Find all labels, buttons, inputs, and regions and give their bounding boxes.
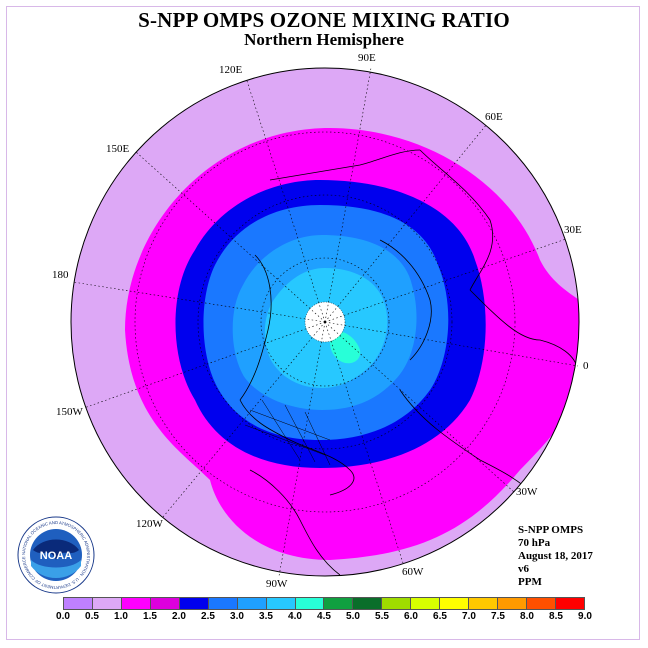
- legend-ticks: 0.0 0.5 1.0 1.5 2.0 2.5 3.0 3.5 4.0 4.5 5.0 5.5 6.0 6…: [56, 611, 592, 623]
- legend-tick-label: 8.0: [520, 611, 534, 622]
- legend-swatch: [179, 598, 209, 609]
- legend-tick-label: 0.0: [56, 611, 70, 622]
- state-boundaries: [244, 399, 331, 466]
- lon-label-120w: 120W: [136, 518, 163, 530]
- lon-label-60w: 60W: [402, 566, 424, 578]
- legend-swatch: [411, 598, 441, 609]
- legend-swatch: [92, 598, 122, 609]
- legend-tick-label: 7.0: [462, 611, 476, 622]
- lon-label-90w: 90W: [266, 578, 288, 590]
- legend-swatch: [440, 598, 470, 609]
- legend-swatch: [324, 598, 354, 609]
- lon-label-90e: 90E: [358, 52, 376, 64]
- image-frame: [6, 6, 640, 640]
- legend-swatch: [121, 598, 151, 609]
- info-level: 70 hPa: [518, 537, 551, 549]
- map-title: S-NPP OMPS OZONE MIXING RATIO: [138, 8, 510, 32]
- legend-swatch: [382, 598, 412, 609]
- legend-swatch: [150, 598, 180, 609]
- map-boundary: [70, 67, 580, 577]
- info-version: v6: [518, 563, 529, 575]
- legend-tick-label: 9.0: [578, 611, 592, 622]
- legend-tick-label: 6.5: [433, 611, 447, 622]
- lon-label-120e: 120E: [219, 64, 243, 76]
- legend-tick-label: 2.0: [172, 611, 186, 622]
- coastlines: [239, 149, 579, 576]
- legend-tick-label: 1.5: [143, 611, 157, 622]
- legend-swatch: [498, 598, 527, 609]
- meridians: [72, 67, 579, 577]
- legend-swatch: [208, 598, 238, 609]
- legend-swatch: [295, 598, 325, 609]
- lon-label-30w: 30W: [516, 486, 538, 498]
- legend-swatch: [64, 598, 93, 609]
- info-units: PPM: [518, 576, 542, 588]
- legend-swatch: [555, 598, 584, 609]
- legend-swatch: [353, 598, 383, 609]
- lon-label-150e: 150E: [106, 143, 130, 155]
- legend-swatch: [237, 598, 267, 609]
- legend-swatch: [469, 598, 499, 609]
- field-band-3-5: [329, 330, 361, 364]
- lon-label-150w: 150W: [56, 406, 83, 418]
- legend-tick-label: 5.5: [375, 611, 389, 622]
- color-legend: [63, 597, 585, 610]
- lon-label-180: 180: [52, 269, 69, 281]
- map-subtitle: Northern Hemisphere: [244, 30, 404, 49]
- lon-label-30e: 30E: [564, 224, 582, 236]
- legend-tick-label: 1.0: [114, 611, 128, 622]
- legend-tick-label: 8.5: [549, 611, 563, 622]
- info-date: August 18, 2017: [518, 550, 593, 562]
- legend-tick-label: 3.0: [230, 611, 244, 622]
- legend-tick-label: 3.5: [259, 611, 273, 622]
- legend-tick-label: 4.5: [317, 611, 331, 622]
- lon-label-0: 0: [583, 360, 589, 372]
- legend-tick-label: 7.5: [491, 611, 505, 622]
- legend-tick-label: 5.0: [346, 611, 360, 622]
- noaa-logo-icon: NOAA NATIONAL OCEANIC AND ATMOSPHERIC AD…: [17, 516, 95, 594]
- legend-tick-label: 4.0: [288, 611, 302, 622]
- info-block: S-NPP OMPS 70 hPa August 18, 2017 v6 PPM: [518, 524, 593, 589]
- legend-swatch: [266, 598, 296, 609]
- legend-tick-label: 6.0: [404, 611, 418, 622]
- info-instrument: S-NPP OMPS: [518, 524, 584, 536]
- logo-text: NOAA: [40, 550, 72, 562]
- legend-tick-label: 0.5: [85, 611, 99, 622]
- lon-label-60e: 60E: [485, 111, 503, 123]
- legend-swatch: [527, 598, 556, 609]
- latitude-circles: [134, 131, 516, 513]
- legend-tick-label: 2.5: [201, 611, 215, 622]
